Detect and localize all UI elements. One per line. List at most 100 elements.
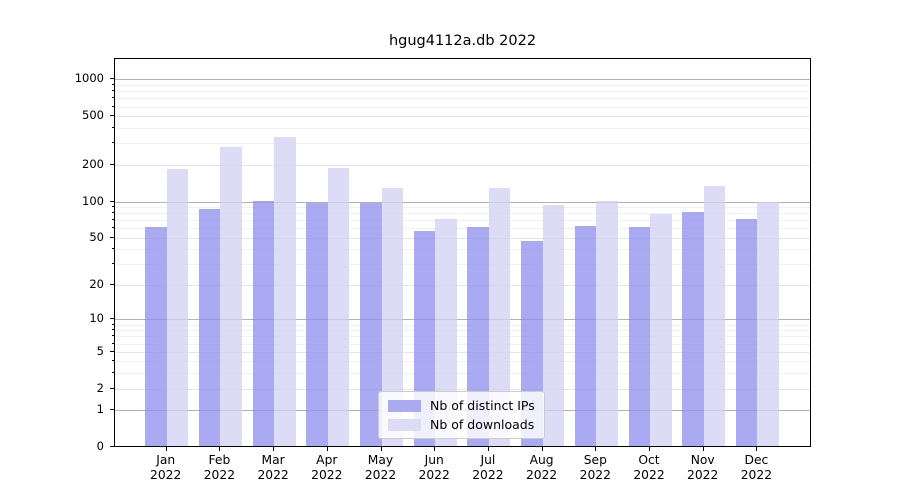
bar-apr-nb-of-distinct-ips bbox=[306, 202, 328, 446]
x-tick-apr bbox=[326, 447, 328, 451]
major-gridline-200 bbox=[115, 164, 810, 166]
decade-gridline-10 bbox=[115, 319, 810, 321]
minor-gridline-80 bbox=[115, 213, 810, 215]
x-label-year: 2022 bbox=[418, 468, 450, 482]
legend-item-downloads: Nb of downloads bbox=[388, 416, 535, 433]
y-minor-tick-30 bbox=[112, 263, 114, 265]
x-label-year: 2022 bbox=[311, 468, 343, 482]
y-tick-label-200: 200 bbox=[82, 156, 104, 171]
minor-gridline-90 bbox=[115, 207, 810, 208]
bar-sep-nb-of-distinct-ips bbox=[574, 225, 597, 446]
y-tick-50 bbox=[110, 236, 114, 238]
y-minor-tick-7 bbox=[112, 335, 114, 337]
y-minor-tick-9 bbox=[112, 323, 114, 325]
chart-title: hgug4112a.db 2022 bbox=[388, 33, 537, 49]
y-minor-tick-6 bbox=[112, 342, 114, 344]
minor-gridline-6 bbox=[115, 343, 810, 345]
x-tick-jan bbox=[165, 447, 167, 451]
bar-nov-nb-of-distinct-ips bbox=[682, 211, 704, 446]
y-minor-tick-40 bbox=[112, 248, 114, 250]
x-tick-mar bbox=[273, 447, 275, 451]
y-tick-label-500: 500 bbox=[82, 108, 104, 123]
x-label-month: Aug bbox=[529, 453, 554, 467]
bar-sep-nb-of-downloads bbox=[596, 200, 618, 446]
bar-dec-nb-of-downloads bbox=[757, 201, 779, 446]
y-tick-label-20: 20 bbox=[89, 277, 104, 291]
legend: Nb of distinct IPs Nb of downloads bbox=[378, 391, 545, 439]
minor-gridline-700 bbox=[115, 98, 810, 100]
minor-gridline-8 bbox=[115, 330, 810, 332]
y-tick-200 bbox=[110, 163, 114, 165]
x-label-month: Jan bbox=[156, 453, 176, 467]
x-tick-aug bbox=[541, 447, 543, 451]
legend-swatch-distinct-ips bbox=[388, 399, 421, 412]
bar-jul-nb-of-downloads bbox=[488, 188, 511, 446]
x-tick-label-mar: Mar 2022 bbox=[243, 453, 303, 483]
minor-gridline-30 bbox=[115, 264, 810, 266]
bar-feb-nb-of-distinct-ips bbox=[198, 209, 221, 446]
y-tick-1 bbox=[110, 409, 114, 411]
minor-gridline-9 bbox=[115, 324, 810, 326]
legend-label-distinct-ips: Nb of distinct IPs bbox=[430, 398, 535, 413]
minor-gridline-300 bbox=[115, 143, 810, 145]
y-tick-100 bbox=[110, 200, 114, 202]
y-tick-label-0: 0 bbox=[96, 439, 104, 453]
y-minor-tick-300 bbox=[112, 142, 114, 144]
y-minor-tick-400 bbox=[112, 127, 114, 129]
x-label-year: 2022 bbox=[633, 468, 665, 482]
y-minor-tick-60 bbox=[112, 227, 114, 229]
y-tick-10 bbox=[110, 318, 114, 320]
y-minor-tick-80 bbox=[112, 212, 114, 214]
y-tick-label-10: 10 bbox=[89, 311, 104, 326]
x-tick-label-apr: Apr 2022 bbox=[297, 453, 357, 483]
minor-gridline-60 bbox=[115, 228, 810, 230]
bar-mar-nb-of-distinct-ips bbox=[252, 201, 275, 446]
x-tick-label-aug: Aug 2022 bbox=[512, 453, 572, 483]
x-tick-label-may: May 2022 bbox=[351, 453, 411, 483]
x-label-year: 2022 bbox=[525, 468, 558, 482]
x-label-year: 2022 bbox=[150, 468, 182, 482]
y-tick-20 bbox=[110, 284, 114, 285]
minor-gridline-400 bbox=[115, 128, 810, 130]
bar-may-nb-of-distinct-ips bbox=[360, 202, 382, 446]
y-minor-tick-900 bbox=[112, 84, 114, 85]
bar-feb-nb-of-downloads bbox=[220, 147, 242, 446]
minor-gridline-3 bbox=[115, 373, 810, 375]
bar-mar-nb-of-downloads bbox=[274, 137, 296, 446]
minor-gridline-70 bbox=[115, 220, 810, 222]
x-label-year: 2022 bbox=[364, 468, 397, 482]
x-label-month: Nov bbox=[690, 453, 715, 467]
x-tick-label-feb: Feb 2022 bbox=[189, 453, 249, 483]
x-tick-label-jul: Jul 2022 bbox=[458, 453, 518, 483]
y-tick-label-2: 2 bbox=[96, 380, 104, 395]
minor-gridline-7 bbox=[115, 336, 810, 338]
x-tick-may bbox=[380, 447, 382, 451]
x-tick-label-nov: Nov 2022 bbox=[673, 453, 733, 483]
major-gridline-20 bbox=[115, 285, 810, 286]
x-label-month: Jul bbox=[480, 453, 496, 467]
x-tick-oct bbox=[649, 447, 650, 451]
x-label-year: 2022 bbox=[579, 468, 611, 482]
legend-label-downloads: Nb of downloads bbox=[430, 417, 535, 432]
x-label-month: Mar bbox=[261, 453, 285, 467]
x-label-month: Feb bbox=[208, 453, 231, 467]
minor-gridline-4 bbox=[115, 361, 810, 363]
x-tick-sep bbox=[595, 447, 597, 451]
x-tick-jun bbox=[434, 447, 436, 451]
y-tick-label-100: 100 bbox=[82, 193, 104, 208]
major-gridline-2 bbox=[115, 388, 810, 390]
bar-jan-nb-of-distinct-ips bbox=[145, 227, 167, 446]
bar-oct-nb-of-distinct-ips bbox=[628, 227, 650, 446]
bar-apr-nb-of-downloads bbox=[327, 167, 350, 446]
x-label-year: 2022 bbox=[203, 468, 236, 482]
x-label-month: Jun bbox=[424, 453, 444, 467]
y-minor-tick-90 bbox=[112, 206, 114, 207]
decade-gridline-1000 bbox=[115, 79, 810, 81]
y-tick-0 bbox=[110, 446, 114, 447]
x-tick-feb bbox=[219, 447, 221, 451]
y-tick-label-50: 50 bbox=[89, 229, 104, 244]
x-tick-label-oct: Oct 2022 bbox=[619, 453, 679, 483]
legend-swatch-downloads bbox=[388, 418, 421, 431]
minor-gridline-600 bbox=[115, 106, 810, 108]
x-label-month: Dec bbox=[744, 453, 769, 467]
